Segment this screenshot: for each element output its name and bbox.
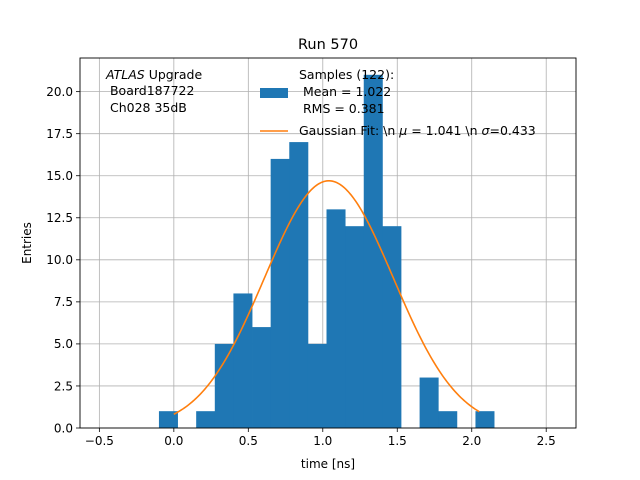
annotation-channel: Ch028 35dB [106, 100, 187, 115]
legend-fit-sigma: σ [482, 123, 491, 138]
histogram-bar-13 [438, 411, 458, 428]
histogram-bar-3 [233, 293, 253, 428]
y-tick-label-6: 15.0 [46, 169, 73, 183]
legend-hist-line-3: RMS = 0.381 [299, 101, 385, 116]
legend-fit-label: Gaussian Fit: \n μ = 1.041 \n σ=0.433 [299, 123, 536, 138]
annotation-atlas: ATLAS [105, 67, 145, 82]
chart-title: Run 570 [298, 37, 358, 53]
histogram-bar-8 [326, 209, 346, 428]
legend-hist-line-1: Samples (122): [299, 67, 394, 82]
histogram-bar-7 [307, 343, 327, 428]
legend-hist-swatch [260, 88, 288, 98]
legend-fit-mu: μ [398, 123, 407, 138]
histogram-bar-2 [214, 343, 234, 428]
histogram-bar-9 [345, 226, 365, 428]
histogram-bars [158, 74, 495, 429]
y-tick-label-0: 0.0 [54, 421, 73, 435]
histogram-bar-11 [382, 226, 402, 428]
histogram-bar-0 [158, 411, 178, 428]
legend-fit-post: =0.433 [489, 123, 535, 138]
x-axis-ticks: −0.5 0.0 0.5 1.0 1.5 2.0 2.5 [85, 428, 556, 448]
x-tick-label-6: 2.5 [537, 434, 556, 448]
legend-fit-pre: Gaussian Fit: \n [299, 123, 399, 138]
x-tick-label-5: 2.0 [462, 434, 481, 448]
histogram-bar-5 [270, 158, 290, 428]
y-axis-ticks: 0.0 2.5 5.0 7.5 10.0 12.5 15.0 17.5 20.0 [46, 85, 80, 435]
annotation-upgrade: Upgrade [145, 67, 203, 82]
x-axis-label: time [ns] [301, 457, 355, 471]
y-tick-label-4: 10.0 [46, 253, 73, 267]
histogram-bar-14 [475, 411, 495, 428]
histogram-bar-1 [196, 411, 216, 428]
histogram-bar-10 [363, 74, 383, 429]
x-tick-label-1: 0.0 [164, 434, 183, 448]
y-axis-label: Entries [20, 222, 34, 264]
x-tick-label-4: 1.5 [388, 434, 407, 448]
y-tick-label-8: 20.0 [46, 85, 73, 99]
x-tick-label-3: 1.0 [313, 434, 332, 448]
atlas-annotation: ATLAS Upgrade Board187722 Ch028 35dB [105, 67, 202, 115]
histogram-bar-4 [252, 327, 272, 428]
gaussian-fit [173, 179, 480, 415]
annotation-board: Board187722 [106, 83, 194, 98]
y-tick-label-2: 5.0 [54, 337, 73, 351]
gaussian-fit-line [173, 179, 480, 415]
y-tick-label-1: 2.5 [54, 379, 73, 393]
y-tick-label-7: 17.5 [46, 127, 73, 141]
x-tick-label-0: −0.5 [85, 434, 114, 448]
annotation-line-1: ATLAS Upgrade [105, 67, 202, 82]
legend-hist-line-2: Mean = 1.022 [299, 84, 391, 99]
y-tick-label-3: 7.5 [54, 295, 73, 309]
axes-frame [79, 57, 577, 429]
legend: Samples (122): Mean = 1.022 RMS = 0.381 … [260, 67, 536, 138]
y-tick-label-5: 12.5 [46, 211, 73, 225]
x-tick-label-2: 0.5 [239, 434, 258, 448]
histogram-bar-6 [289, 142, 309, 428]
legend-fit-mid: = 1.041 \n [407, 123, 481, 138]
histogram-bar-12 [419, 377, 439, 428]
